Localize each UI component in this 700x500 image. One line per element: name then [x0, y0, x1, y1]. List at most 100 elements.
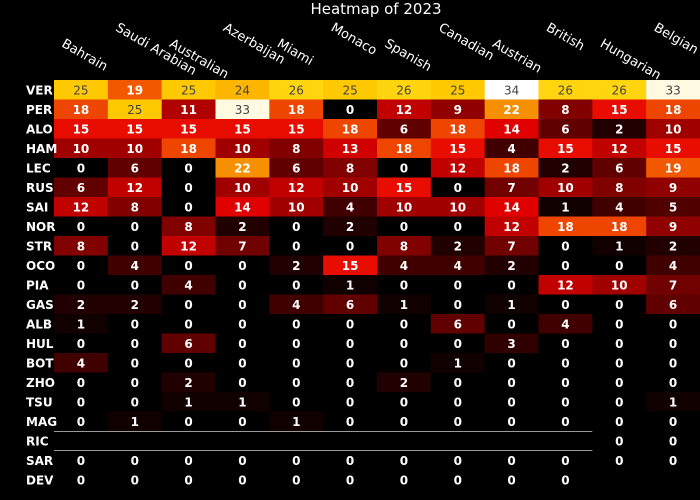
- heatmap-cell-bot-7: [430, 353, 486, 373]
- heatmap-cell-rus-10: [592, 177, 647, 198]
- heatmap-cell-alo-2: [161, 119, 216, 139]
- heatmap-cell-hul-2: [161, 333, 216, 354]
- heatmap-cell-str-5: [323, 236, 378, 256]
- heatmap-cell-value: 2: [615, 122, 623, 136]
- heatmap-cell-sai-3: [215, 197, 270, 217]
- heatmap-cell-value: 4: [561, 317, 569, 331]
- heatmap-cell-value: 0: [454, 298, 462, 312]
- y-tick-label: RIC: [26, 434, 49, 448]
- heatmap-cell-value: 0: [292, 473, 300, 487]
- heatmap-cell-value: 0: [292, 317, 300, 331]
- heatmap-cell-zho-11: [646, 372, 700, 393]
- heatmap-cell-value: 0: [184, 454, 192, 468]
- heatmap-cell-value: 2: [346, 220, 354, 234]
- heatmap-cell-value: 2: [77, 298, 85, 312]
- x-tick-label: Spanish: [382, 36, 434, 75]
- heatmap-cell-value: 7: [507, 181, 515, 195]
- heatmap-cell-value: 2: [400, 376, 408, 390]
- heatmap-cell-ver-4: [269, 80, 324, 100]
- heatmap-cell-oco-4: [269, 255, 324, 276]
- heatmap-cell-value: 12: [180, 239, 197, 253]
- heatmap-cell-ver-0: [54, 80, 109, 100]
- heatmap-cell-value: 0: [507, 415, 515, 429]
- heatmap-cell-value: 15: [73, 122, 90, 136]
- heatmap-cell-value: 0: [507, 473, 515, 487]
- heatmap-cell-value: 0: [669, 434, 677, 448]
- heatmap-cell-bot-6: [377, 353, 432, 373]
- heatmap-cell-gas-3: [215, 294, 270, 315]
- heatmap-cell-ver-1: [107, 80, 163, 100]
- heatmap-cell-value: 6: [292, 161, 300, 175]
- heatmap-cell-value: 25: [181, 83, 196, 97]
- heatmap-cell-value: 0: [561, 356, 569, 370]
- heatmap-cell-value: 18: [665, 103, 682, 117]
- heatmap-cell-value: 25: [73, 83, 88, 97]
- heatmap-cell-str-10: [592, 236, 647, 256]
- heatmap-cell-sar-9: [538, 450, 593, 471]
- x-tick-label: Austrian: [490, 36, 544, 76]
- heatmap-cell-value: 0: [400, 415, 408, 429]
- heatmap-cell-sai-7: [430, 197, 486, 217]
- heatmap-cell-value: 0: [454, 473, 462, 487]
- heatmap-cell-value: 1: [507, 298, 515, 312]
- y-tick-label: PIA: [26, 278, 49, 292]
- heatmap-cell-hul-6: [377, 333, 432, 354]
- heatmap-cell-value: 18: [288, 103, 305, 117]
- x-tick-label: Monaco: [328, 20, 379, 58]
- heatmap-cell-value: 6: [184, 337, 192, 351]
- heatmap-cell-value: 0: [561, 239, 569, 253]
- heatmap-cell-value: 9: [454, 103, 462, 117]
- heatmap-cell-value: 0: [346, 337, 354, 351]
- heatmap-cell-ham-1: [107, 138, 163, 159]
- y-tick-label: HUL: [26, 337, 54, 351]
- heatmap-cell-value: 8: [292, 142, 300, 156]
- heatmap-cell-nor-3: [215, 216, 270, 237]
- heatmap-cell-rus-11: [646, 177, 700, 198]
- y-tick-label: SAI: [26, 200, 48, 214]
- heatmap-cell-hul-8: [484, 333, 539, 354]
- heatmap-cell-hul-3: [215, 333, 270, 354]
- heatmap-cell-mag-0: [54, 411, 109, 432]
- heatmap-cell-value: 12: [503, 220, 520, 234]
- x-tick-label: Bahrain: [59, 36, 110, 74]
- heatmap-cell-value: 9: [669, 181, 677, 195]
- heatmap-cell-dev-8: [484, 470, 539, 490]
- heatmap-cell-value: 15: [234, 122, 251, 136]
- heatmap-cell-value: 0: [669, 376, 677, 390]
- heatmap-cell-ver-7: [430, 80, 486, 100]
- heatmap-cell-value: 25: [450, 83, 465, 97]
- heatmap-cell-zho-6: [377, 372, 432, 393]
- heatmap-cell-value: 0: [400, 337, 408, 351]
- heatmap-cell-value: 26: [289, 83, 304, 97]
- heatmap-cell-value: 0: [184, 161, 192, 175]
- heatmap-cell-value: 34: [504, 83, 519, 97]
- heatmap-cell-oco-0: [54, 255, 109, 276]
- heatmap-cell-oco-7: [430, 255, 486, 276]
- heatmap-cell-value: 18: [342, 122, 359, 136]
- y-tick-label: MAG: [26, 415, 57, 429]
- heatmap-cell-value: 0: [77, 337, 85, 351]
- heatmap-cell-value: 0: [346, 395, 354, 409]
- heatmap-cell-zho-5: [323, 372, 378, 393]
- heatmap-cell-zho-10: [592, 372, 647, 393]
- heatmap-cell-gas-9: [538, 294, 593, 315]
- heatmap-cell-value: 0: [454, 454, 462, 468]
- heatmap-cell-value: 0: [454, 376, 462, 390]
- heatmap-cell-per-11: [646, 99, 700, 120]
- heatmap-cell-value: 8: [400, 239, 408, 253]
- y-tick-label: RUS: [26, 181, 54, 195]
- heatmap-cell-pia-8: [484, 275, 539, 295]
- heatmap-cell-bot-2: [161, 353, 216, 373]
- heatmap-cell-sar-7: [430, 450, 486, 471]
- heatmap-cell-dev-1: [107, 470, 163, 490]
- heatmap-cell-value: 24: [235, 83, 250, 97]
- heatmap-cell-value: 9: [669, 220, 677, 234]
- heatmap-cell-gas-0: [54, 294, 109, 315]
- heatmap-cell-value: 0: [77, 259, 85, 273]
- heatmap-cell-value: 15: [611, 103, 628, 117]
- heatmap-cell-nor-11: [646, 216, 700, 237]
- heatmap-cell-ham-4: [269, 138, 324, 159]
- heatmap-cell-alb-6: [377, 314, 432, 334]
- heatmap-cell-gas-8: [484, 294, 539, 315]
- heatmap-cell-nor-1: [107, 216, 163, 237]
